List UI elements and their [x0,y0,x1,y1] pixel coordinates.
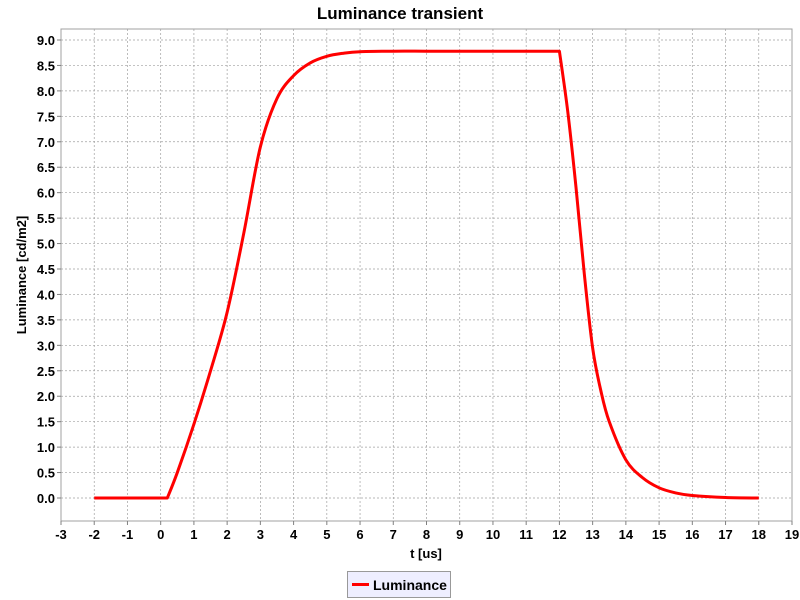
y-tick-label: 0.0 [37,491,55,506]
y-tick-label: 7.0 [37,135,55,150]
x-axis-ticks: -3 -2 -1 0 1 2 3 4 5 6 7 8 9 10 11 12 13 14 15 16 17 18 19 [55,521,799,542]
y-tick-label: 7.5 [37,109,55,124]
y-tick-label: 9.0 [37,33,55,48]
grid-lines [60,29,793,521]
x-tick-label: 0 [157,527,164,542]
x-tick-label: 14 [619,527,634,542]
x-axis-label: t [us] [410,546,442,561]
y-tick-label: 2.5 [37,364,55,379]
x-tick-label: -1 [122,527,134,542]
x-tick-label: 11 [519,527,533,542]
y-tick-label: 4.5 [37,262,55,277]
y-axis-ticks: 0.0 0.5 1.0 1.5 2.0 2.5 3.0 3.5 4.0 4.5 5.0 5.5 6.0 6… [37,33,61,506]
y-tick-label: 5.0 [37,237,55,252]
x-tick-label: 9 [456,527,463,542]
x-tick-label: 18 [752,527,766,542]
x-tick-label: 7 [390,527,397,542]
y-tick-label: 1.5 [37,415,55,430]
x-tick-label: 10 [486,527,500,542]
x-tick-label: 5 [323,527,330,542]
x-tick-label: 2 [224,527,231,542]
y-tick-label: 6.0 [37,186,55,201]
legend-line-swatch [352,583,369,586]
x-tick-label: -3 [55,527,67,542]
legend: Luminance [347,571,451,598]
x-tick-label: 12 [552,527,566,542]
y-tick-label: 2.0 [37,389,55,404]
x-tick-label: 19 [785,527,799,542]
y-tick-label: 6.5 [37,160,55,175]
legend-item-label: Luminance [373,576,447,593]
y-tick-label: 1.0 [37,440,55,455]
x-tick-label: 15 [652,527,666,542]
y-tick-label: 3.5 [37,313,55,328]
x-tick-label: -2 [88,527,100,542]
y-tick-label: 8.0 [37,84,55,99]
y-tick-label: 3.0 [37,338,55,353]
x-tick-label: 4 [290,527,298,542]
y-axis-label: Luminance [cd/m2] [14,216,29,334]
x-tick-label: 16 [685,527,699,542]
y-tick-label: 8.5 [37,58,55,73]
x-tick-label: 1 [190,527,197,542]
y-tick-label: 5.5 [37,211,55,226]
x-tick-label: 13 [585,527,599,542]
y-tick-label: 0.5 [37,466,55,481]
x-tick-label: 17 [718,527,732,542]
x-tick-label: 8 [423,527,430,542]
chart-title: Luminance transient [316,4,484,23]
y-tick-label: 4.0 [37,287,55,302]
x-tick-label: 3 [257,527,264,542]
x-tick-label: 6 [356,527,363,542]
luminance-series-line [94,49,759,500]
